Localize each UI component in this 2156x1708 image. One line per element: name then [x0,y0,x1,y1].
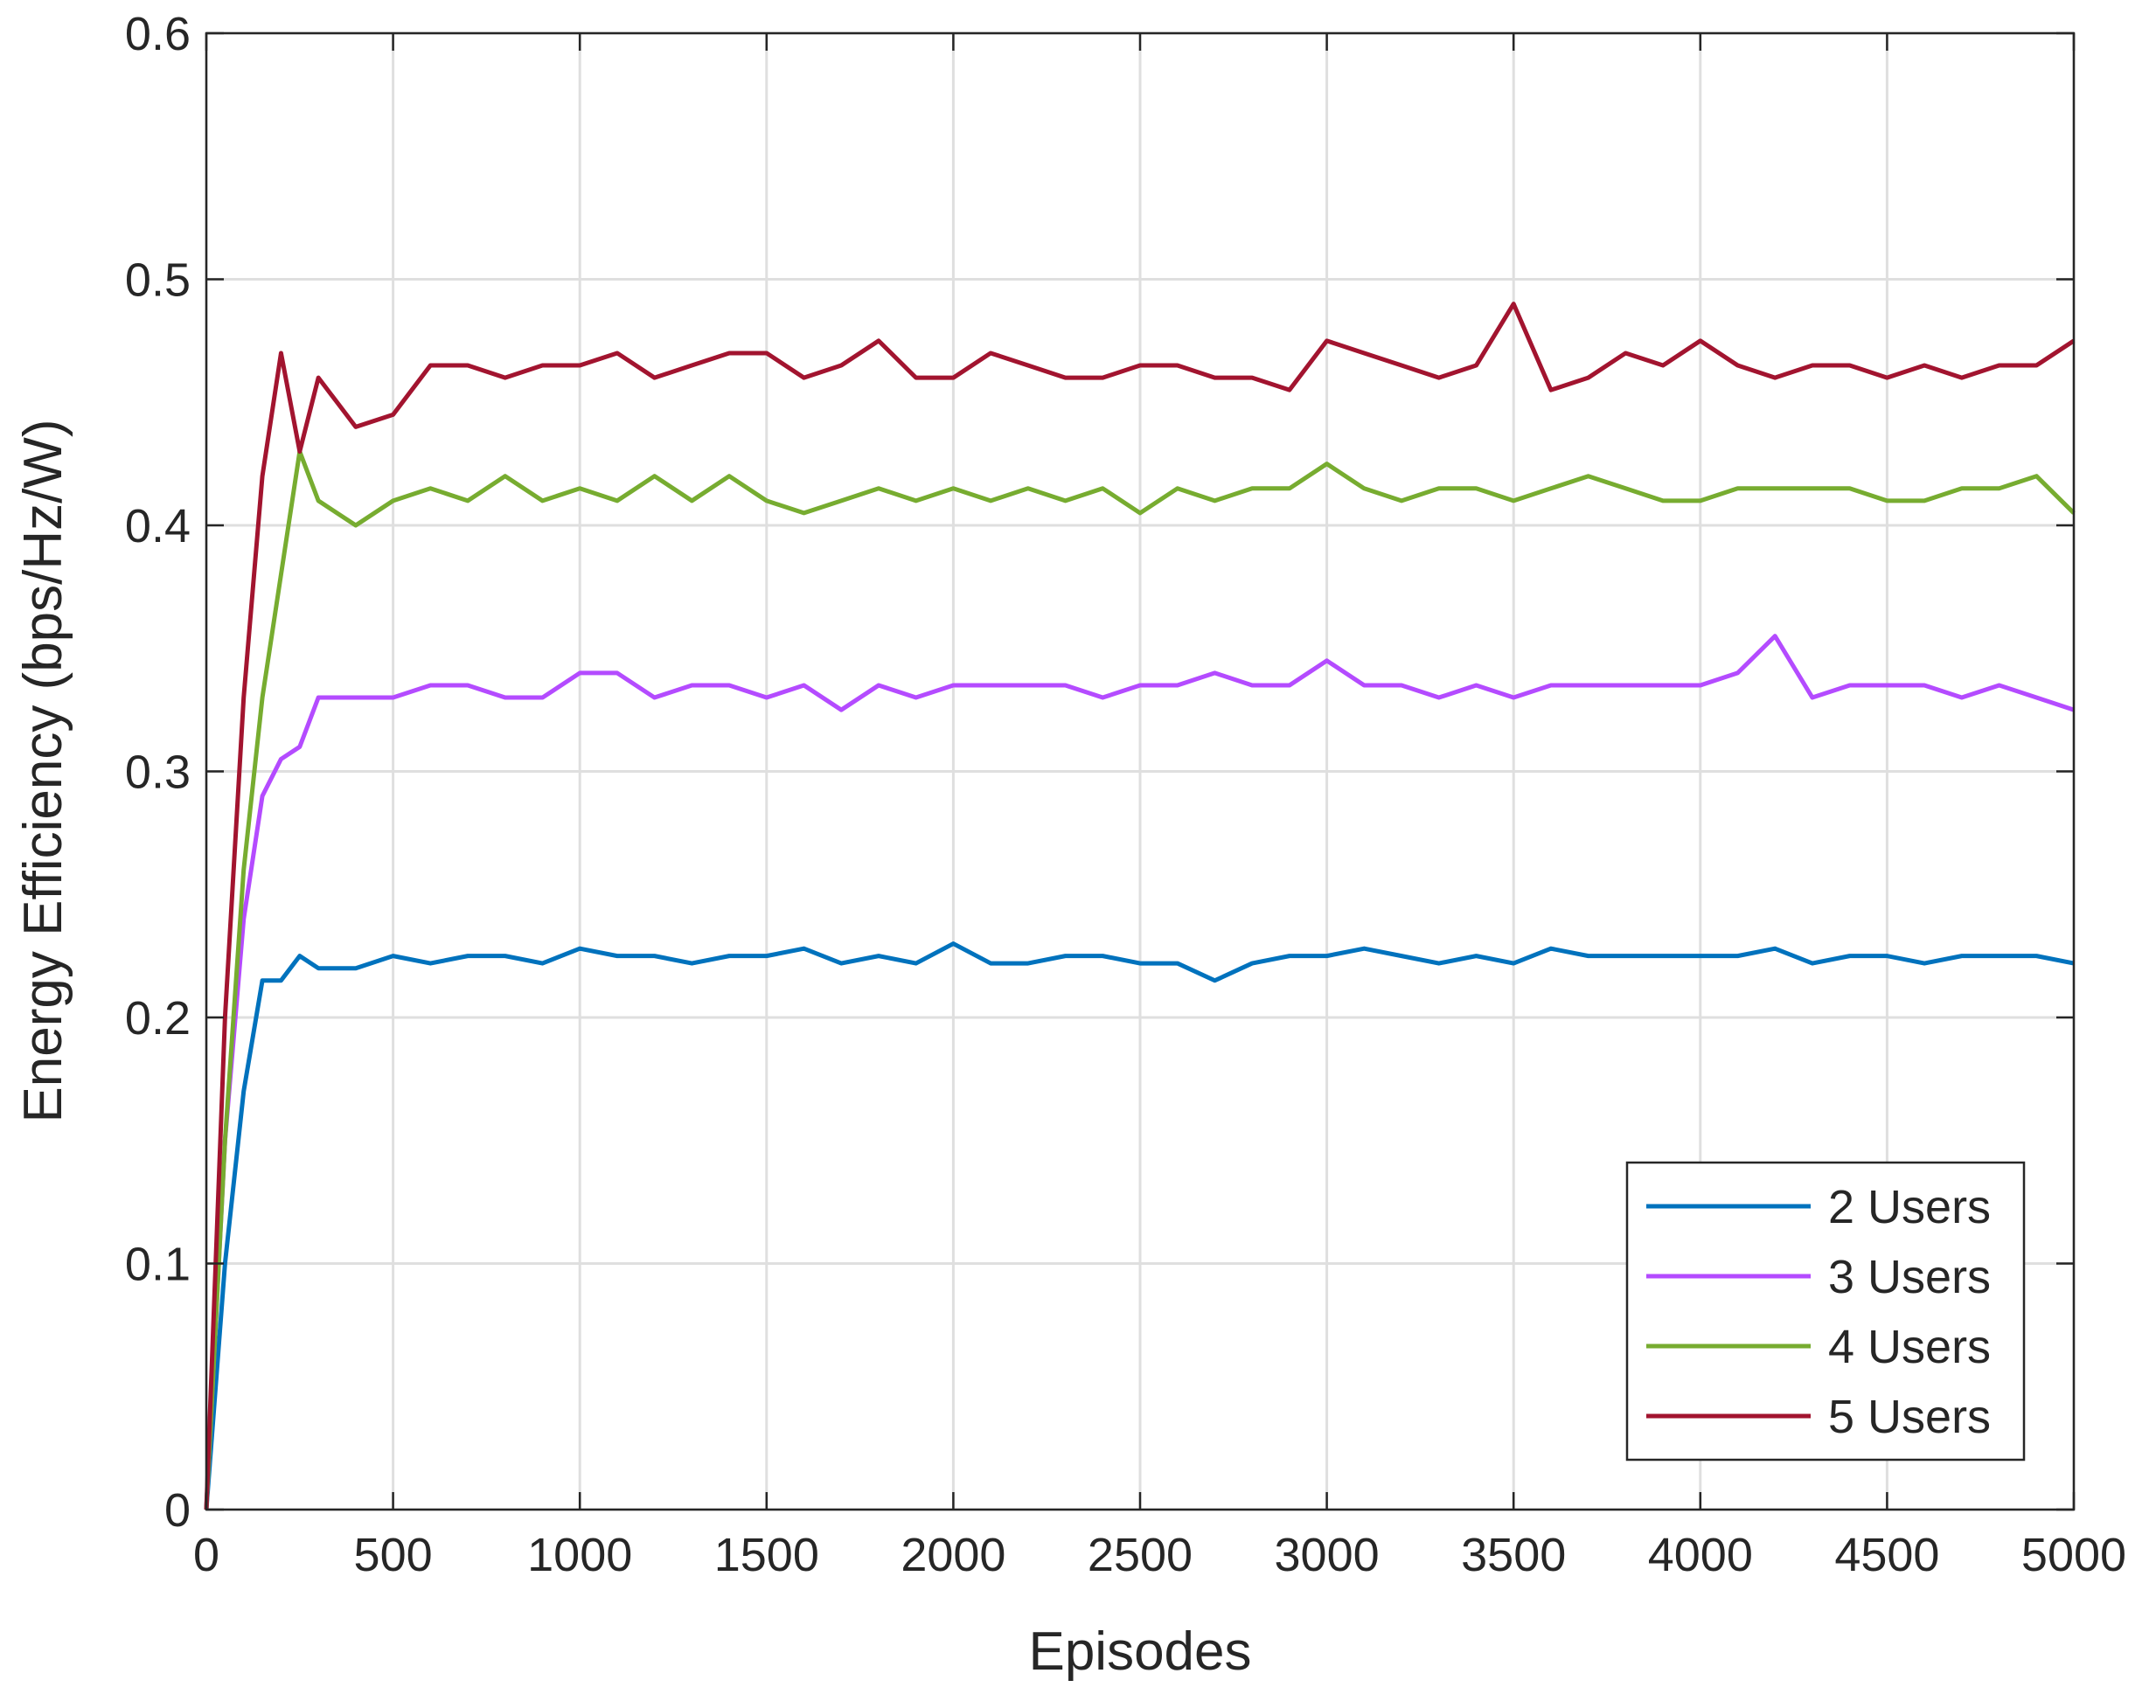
x-tick-label: 5000 [2021,1529,2126,1581]
x-axis-label: Episodes [1028,1621,1251,1682]
legend: 2 Users 3 Users 4 Users 5 Users [1625,1161,2026,1462]
axes-box [205,31,2076,1511]
series-line [204,449,2076,1510]
y-tick-label: 0.2 [125,992,191,1045]
legend-label: 4 Users [1828,1321,1991,1373]
plot-lines [204,302,2076,1510]
y-tick-label: 0.4 [125,500,191,552]
y-tick-label: 0 [164,1484,191,1537]
x-tick-label: 500 [354,1529,433,1581]
axes: 0 500 1000 1500 2000 2500 3000 3500 4000 4500 5000… [125,8,2126,1581]
x-tick-label: 4500 [1834,1529,1939,1581]
y-tick-label: 0.1 [125,1239,191,1291]
legend-label: 3 Users [1828,1251,1991,1303]
x-tick-label: 2500 [1088,1529,1193,1581]
y-tick-label: 0.5 [125,254,191,307]
series-line [204,634,2075,1510]
legend-label: 2 Users [1828,1181,1991,1233]
y-tick-label: 0.3 [125,746,191,799]
series-line [204,941,2075,1510]
x-tick-label: 3500 [1461,1529,1566,1581]
y-axis-label: Energy Efficiency (bps/Hz/W) [13,419,73,1122]
x-tick-label: 2000 [901,1529,1005,1581]
x-tick-label: 0 [193,1529,219,1581]
legend-box [1625,1161,2026,1462]
x-tick-label: 3000 [1275,1529,1380,1581]
x-tick-label: 4000 [1648,1529,1753,1581]
x-tick-label: 1500 [714,1529,819,1581]
x-tick-label: 1000 [527,1529,632,1581]
y-tick-label: 0.6 [125,8,191,60]
series-line [204,302,2076,1510]
legend-label: 5 Users [1828,1391,1991,1443]
